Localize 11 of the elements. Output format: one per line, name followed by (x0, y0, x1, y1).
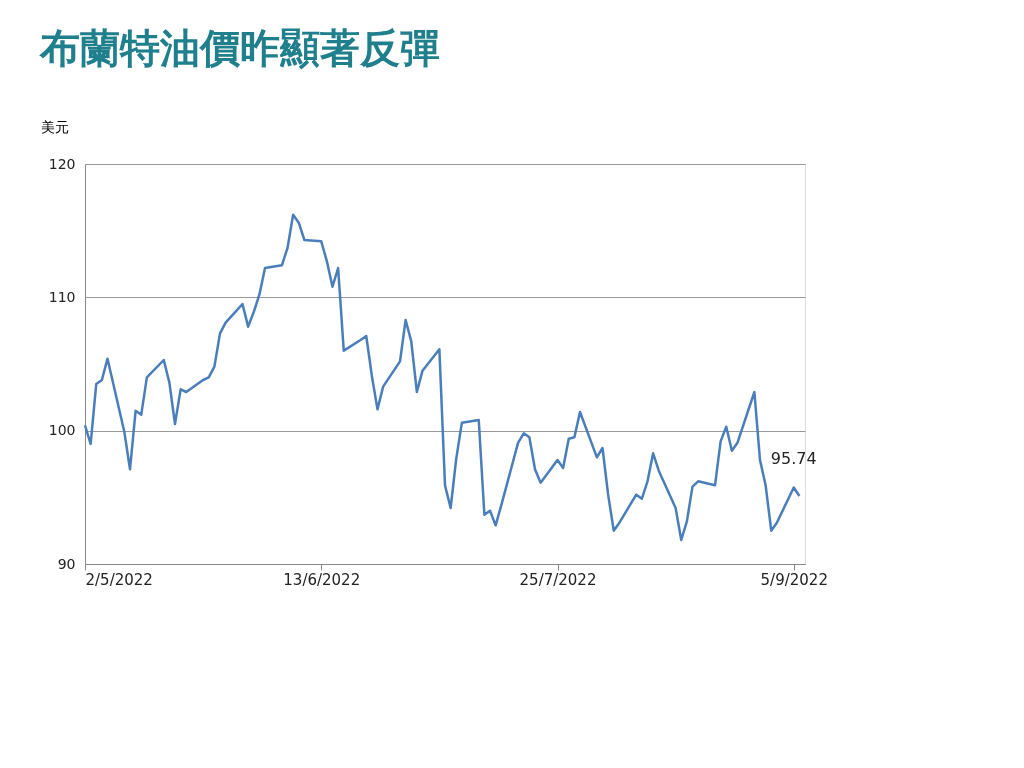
annotation: 95.74 (770, 449, 817, 469)
y-tick-label: 90 (57, 555, 76, 572)
x-tick-label: 25/7/2022 (519, 570, 597, 589)
y-tick-label: 120 (48, 155, 76, 172)
y-tick-label: 100 (48, 422, 76, 439)
y-tick-label: 110 (48, 288, 76, 305)
chart-title: 布蘭特油價昨顯著反彈 (39, 25, 440, 71)
x-tick-label: 5/9/2022 (760, 570, 828, 589)
x-tick-label: 13/6/2022 (283, 570, 361, 589)
y-axis-title: 美元 (40, 118, 69, 135)
x-tick-label: 2/5/2022 (85, 570, 153, 589)
